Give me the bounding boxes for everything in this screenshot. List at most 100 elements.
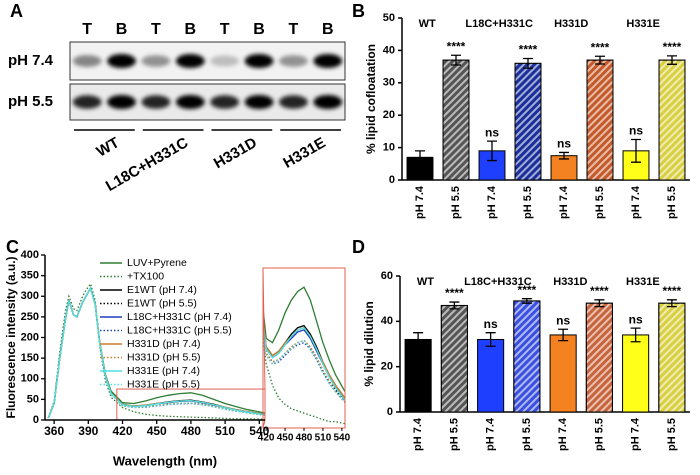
x-tick-label: pH 5.5	[666, 418, 678, 451]
significance-label: ns	[556, 313, 570, 327]
legend-label: H331D (pH 5.5)	[127, 351, 201, 363]
group-label: H331E	[280, 134, 328, 172]
legend-label: E1WT (pH 7.4)	[127, 284, 197, 296]
inset-x-tick-label: 420	[258, 433, 275, 444]
legend-label: +TX100	[127, 270, 164, 282]
significance-label: ns	[629, 124, 643, 138]
x-tick-label: pH 7.4	[412, 417, 424, 451]
y-tick-label: 50	[27, 393, 39, 405]
inset-x-tick-label: 480	[296, 433, 313, 444]
y-axis-label: % lipid dilution	[362, 301, 376, 386]
legend-label: H331E (pH 7.4)	[127, 365, 200, 377]
bar	[404, 338, 432, 413]
zoom-connector	[262, 267, 266, 390]
y-tick-label: 0	[389, 174, 395, 186]
group-label: L18C+H331C	[464, 276, 532, 288]
inset-spectrum-line	[263, 319, 345, 403]
x-tick-label: pH 5.5	[521, 418, 533, 451]
error-bar	[523, 57, 533, 69]
y-tick-label: 0	[33, 414, 39, 426]
x-tick-label: pH 7.4	[630, 417, 642, 451]
significance-label: ns	[485, 125, 499, 139]
group-label: WT	[417, 276, 434, 288]
x-tick-label: pH 7.4	[485, 417, 497, 451]
band	[313, 54, 343, 68]
bar-hatch	[442, 59, 470, 181]
band	[210, 55, 240, 67]
significance-label: ****	[447, 39, 466, 53]
y-tick-label: 30	[383, 77, 395, 89]
x-tick-label: pH 5.5	[448, 418, 460, 451]
y-tick-label: 40	[381, 315, 393, 327]
inset-x-tick-label: 510	[315, 433, 332, 444]
lane-label: B	[253, 21, 265, 38]
panel-label: D	[352, 237, 365, 257]
panel-label: C	[6, 237, 19, 257]
x-tick-label: pH 5.5	[666, 186, 678, 219]
band	[141, 95, 171, 109]
error-bar	[630, 327, 641, 343]
x-tick-label: 390	[78, 424, 98, 438]
bar-hatch	[514, 62, 542, 181]
y-tick-label: 50	[383, 12, 395, 24]
y-tick-label: 400	[21, 249, 39, 261]
bar-hatch	[658, 302, 686, 413]
y-tick-label: 10	[383, 142, 395, 154]
error-bar	[595, 55, 605, 65]
bar	[477, 338, 505, 413]
significance-label: ****	[445, 286, 464, 300]
x-tick-label: pH 7.4	[630, 185, 642, 219]
inset-spectrum-line	[263, 313, 345, 401]
significance-label: ****	[663, 40, 682, 54]
lane-label: T	[151, 21, 161, 38]
significance-label: ****	[519, 43, 538, 57]
x-tick-label: 480	[181, 424, 201, 438]
y-axis-label: % lipid cofloatation	[364, 44, 378, 154]
error-bar	[521, 298, 532, 304]
band	[244, 95, 274, 109]
bar-hatch	[586, 59, 614, 181]
legend-label: H331D (pH 7.4)	[127, 338, 201, 350]
bar-hatch	[440, 304, 468, 413]
x-tick-label: 450	[147, 424, 167, 438]
y-axis-label: Fluorescence intensity (a.u.)	[4, 256, 18, 418]
lane-label: T	[289, 21, 299, 38]
error-bar	[449, 301, 460, 310]
legend-label: H331E (pH 5.5)	[127, 378, 200, 390]
significance-label: ****	[663, 284, 682, 298]
significance-label: ns	[557, 137, 571, 151]
y-tick-label: 60	[381, 270, 393, 282]
lane-label: B	[116, 21, 128, 38]
band	[244, 54, 274, 68]
x-tick-label: pH 5.5	[594, 186, 606, 219]
band	[107, 54, 136, 68]
bar-hatch	[658, 59, 686, 181]
error-bar	[667, 55, 677, 65]
error-bar	[413, 332, 424, 347]
y-tick-label: 0	[387, 406, 393, 418]
y-tick-label: 20	[383, 109, 395, 121]
significance-label: ****	[591, 40, 610, 54]
band	[279, 55, 308, 67]
error-bar	[558, 328, 569, 342]
bar-hatch	[513, 300, 541, 413]
band	[313, 95, 343, 109]
inset-x-tick-label: 450	[277, 433, 294, 444]
x-tick-label: 420	[112, 424, 132, 438]
error-bar	[487, 140, 497, 162]
y-tick-label: 40	[383, 44, 395, 56]
y-tick-label: 250	[21, 311, 39, 323]
x-tick-label: pH 7.4	[558, 185, 570, 219]
group-label: H331D	[554, 18, 588, 30]
group-label: WT	[94, 134, 123, 160]
legend-label: LUV+Pyrene	[127, 257, 187, 269]
bar	[622, 334, 650, 413]
panel-label: B	[352, 1, 365, 21]
bar-hatch	[585, 302, 613, 413]
band	[210, 95, 240, 109]
band	[72, 95, 102, 109]
bar	[549, 334, 577, 413]
error-bar	[485, 332, 496, 347]
x-tick-label: 510	[215, 424, 235, 438]
